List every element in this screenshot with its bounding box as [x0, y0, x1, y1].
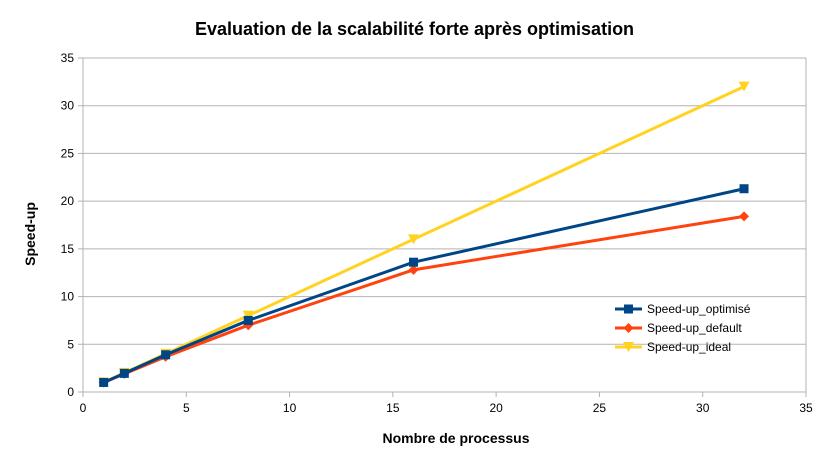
series-speed-up-default: [98, 211, 750, 388]
y-tick-label: 20: [61, 194, 75, 208]
series-speed-up-optimis-: [99, 184, 749, 387]
y-tick-label: 35: [61, 51, 75, 65]
data-point: [408, 234, 420, 245]
data-point: [99, 377, 109, 387]
series-layer: [98, 81, 750, 388]
x-tick-label: 20: [489, 401, 503, 415]
x-tick-label: 10: [283, 401, 297, 415]
legend-item: Speed-up_optimisé: [615, 302, 751, 316]
y-tick-label: 25: [61, 146, 75, 160]
y-tick-label: 5: [67, 337, 74, 351]
data-point: [242, 310, 254, 321]
legend-item: Speed-up_ideal: [615, 340, 731, 354]
legend: Speed-up_optimisé Speed-up_default Speed-u…: [615, 302, 751, 354]
x-tick-label: 15: [386, 401, 400, 415]
legend-item: Speed-up_default: [615, 321, 742, 335]
chart-title: Evaluation de la scalabilité forte après…: [194, 19, 635, 39]
x-tick-label: 5: [183, 401, 190, 415]
y-axis-ticks: 0 5 10 15 20 25 30 35: [61, 51, 83, 399]
legend-label: Speed-up_optimisé: [647, 302, 751, 316]
x-tick-label: 30: [696, 401, 710, 415]
y-tick-label: 0: [67, 385, 74, 399]
data-point: [119, 368, 129, 378]
data-point: [739, 211, 750, 222]
data-point: [243, 315, 253, 325]
data-point: [161, 350, 171, 360]
data-point: [408, 264, 419, 275]
legend-label: Speed-up_ideal: [647, 340, 731, 354]
y-tick-label: 15: [61, 242, 75, 256]
x-tick-label: 35: [799, 401, 813, 415]
plot-area-border: [82, 57, 807, 393]
data-point: [409, 257, 419, 267]
y-tick-label: 10: [61, 290, 75, 304]
x-axis-ticks: 0 5 10 15 20 25 30 35: [80, 392, 813, 415]
x-tick-label: 25: [593, 401, 607, 415]
legend-swatch-marker: [623, 342, 634, 352]
y-tick-label: 30: [61, 99, 75, 113]
y-axis-title: Speed-up: [22, 202, 38, 266]
x-axis-title: Nombre de processus: [382, 430, 529, 446]
data-point: [739, 184, 749, 194]
data-point: [738, 81, 750, 92]
legend-label: Speed-up_default: [647, 321, 742, 335]
legend-swatch-marker: [623, 323, 634, 333]
series-line: [103, 85, 745, 384]
x-tick-label: 0: [80, 401, 87, 415]
series-line: [103, 214, 745, 384]
legend-swatch-marker: [624, 304, 633, 314]
